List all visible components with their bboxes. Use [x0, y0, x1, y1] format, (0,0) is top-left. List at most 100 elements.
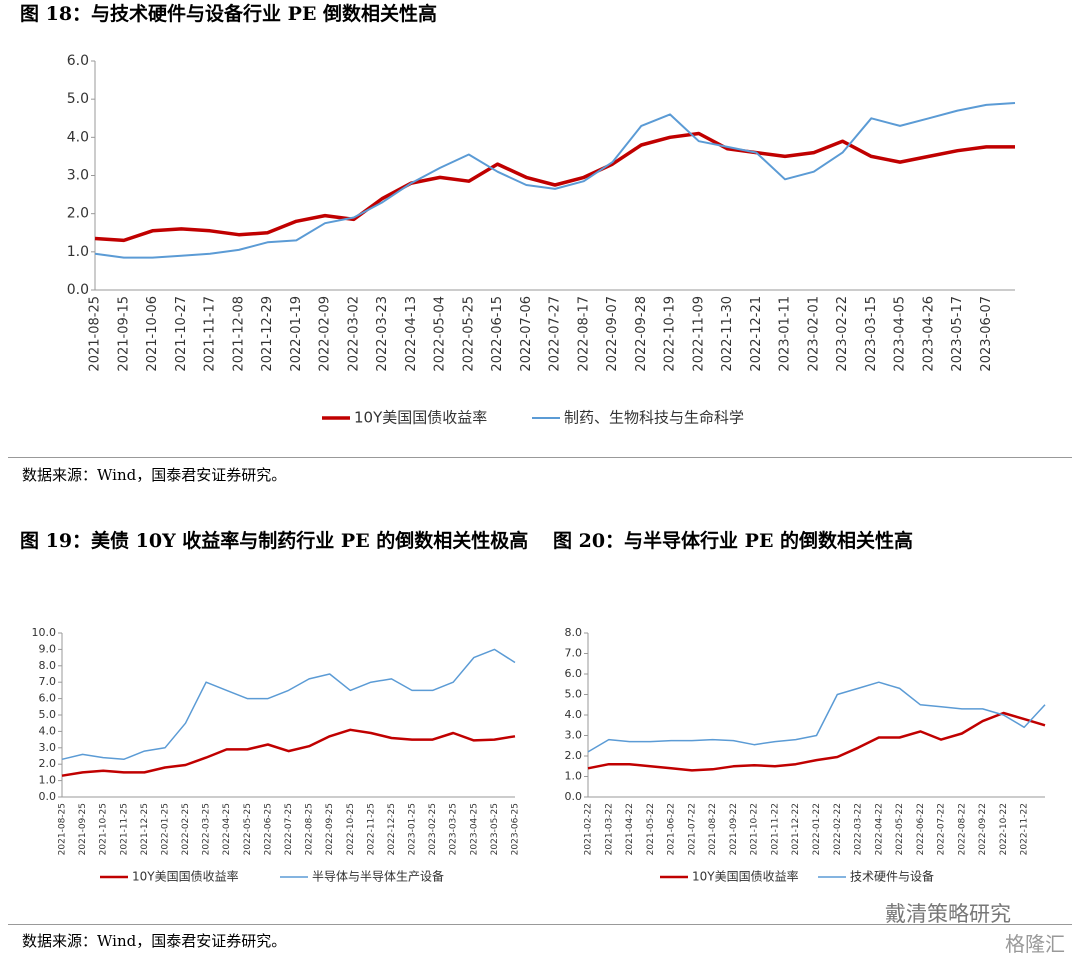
- x-tick-label: 2021-12-08: [231, 296, 246, 372]
- x-tick-label: 2022-10-22: [999, 803, 1009, 855]
- y-tick-label: 0.0: [67, 282, 89, 298]
- legend-label: 10Y美国国债收益率: [354, 409, 487, 427]
- x-tick-label: 2022-06-25: [263, 803, 273, 855]
- x-tick-label: 2022-07-06: [519, 296, 534, 372]
- x-tick-label: 2021-11-22: [770, 803, 780, 855]
- x-tick-label: 2022-06-15: [490, 296, 505, 372]
- x-tick-label: 2021-09-22: [729, 803, 739, 855]
- x-tick-label: 2022-02-22: [833, 803, 843, 855]
- x-tick-label: 2021-08-25: [58, 803, 68, 855]
- y-tick-label: 4.0: [565, 708, 583, 721]
- y-tick-label: 5.0: [39, 708, 57, 721]
- x-tick-label: 2021-10-06: [145, 296, 160, 372]
- x-tick-label: 2022-09-07: [605, 296, 620, 372]
- y-tick-label: 3.0: [39, 741, 57, 754]
- x-tick-label: 2022-03-02: [346, 296, 361, 372]
- y-tick-label: 6.0: [39, 692, 57, 705]
- x-tick-label: 2022-01-19: [289, 296, 304, 372]
- x-tick-label: 2021-08-22: [708, 803, 718, 855]
- figure-title: 图 20：与半导体行业 PE 的倒数相关性高: [553, 530, 914, 552]
- x-tick-label: 2022-01-25: [160, 803, 170, 855]
- y-tick-label: 2.0: [565, 749, 583, 762]
- legend-label: 技术硬件与设备: [850, 870, 934, 884]
- x-tick-label: 2021-08-25: [88, 296, 103, 372]
- x-tick-label: 2021-07-22: [687, 803, 697, 855]
- x-tick-label: 2022-04-22: [874, 803, 884, 855]
- y-tick-label: 3.0: [67, 168, 89, 184]
- x-tick-label: 2022-11-25: [366, 803, 376, 855]
- x-tick-label: 2021-06-22: [667, 803, 677, 855]
- y-tick-label: 0.0: [565, 790, 583, 803]
- x-tick-label: 2021-10-22: [750, 803, 760, 855]
- source: 数据来源：Wind，国泰君安证券研究。: [22, 466, 287, 484]
- y-tick-label: 8.0: [39, 659, 57, 672]
- x-tick-label: 2021-02-22: [584, 803, 594, 855]
- x-tick-label: 2021-11-25: [119, 803, 129, 855]
- x-tick-label: 2022-02-09: [318, 296, 333, 372]
- x-tick-label: 2022-09-22: [978, 803, 988, 855]
- x-tick-label: 2022-07-25: [284, 803, 294, 855]
- x-tick-label: 2023-01-25: [408, 803, 418, 855]
- x-tick-label: 2023-06-07: [979, 296, 994, 372]
- y-tick-label: 10.0: [32, 626, 57, 639]
- y-tick-label: 7.0: [39, 675, 57, 688]
- y-tick-label: 0.0: [39, 790, 57, 803]
- legend-label: 10Y美国国债收益率: [692, 869, 799, 884]
- x-tick-label: 2023-03-25: [449, 803, 459, 855]
- x-tick-label: 2022-06-22: [916, 803, 926, 855]
- x-tick-label: 2022-01-22: [812, 803, 822, 855]
- source: 数据来源：Wind，国泰君安证券研究。: [22, 932, 287, 950]
- x-tick-label: 2021-11-17: [203, 296, 218, 372]
- figure-title: 图 18：与技术硬件与设备行业 PE 倒数相关性高: [20, 3, 438, 25]
- y-tick-label: 1.0: [39, 774, 57, 787]
- y-tick-label: 4.0: [67, 129, 89, 145]
- x-tick-label: 2022-12-25: [387, 803, 397, 855]
- x-tick-label: 2022-11-22: [1020, 803, 1030, 855]
- x-tick-label: 2022-08-25: [305, 803, 315, 855]
- x-tick-label: 2021-10-25: [99, 803, 109, 855]
- y-tick-label: 2.0: [39, 757, 57, 770]
- series-line: [61, 648, 516, 761]
- watermark: 格隆汇: [1005, 932, 1065, 956]
- y-tick-label: 1.0: [565, 770, 583, 783]
- x-tick-label: 2023-02-22: [835, 296, 850, 372]
- y-tick-label: 6.0: [67, 53, 89, 69]
- legend-label: 半导体与半导体生产设备: [312, 870, 444, 884]
- y-tick-label: 1.0: [67, 244, 89, 260]
- x-tick-label: 2022-03-22: [854, 803, 864, 855]
- x-tick-label: 2021-12-29: [260, 296, 275, 372]
- figure-title: 图 19：美债 10Y 收益率与制药行业 PE 的倒数相关性极高: [20, 530, 529, 552]
- x-tick-label: 2022-05-25: [243, 803, 253, 855]
- divider: [8, 924, 1072, 925]
- series-line: [587, 711, 1046, 772]
- y-tick-label: 5.0: [565, 688, 583, 701]
- x-tick-label: 2023-01-11: [778, 296, 793, 372]
- x-tick-label: 2023-05-25: [490, 803, 500, 855]
- y-tick-label: 9.0: [39, 642, 57, 655]
- x-tick-label: 2022-12-21: [749, 296, 764, 372]
- y-tick-label: 2.0: [67, 206, 89, 222]
- y-tick-label: 5.0: [67, 91, 89, 107]
- x-tick-label: 2022-04-25: [222, 803, 232, 855]
- x-tick-label: 2023-04-05: [893, 296, 908, 372]
- x-tick-label: 2021-12-25: [140, 803, 150, 855]
- x-tick-label: 2023-04-26: [921, 296, 936, 372]
- x-tick-label: 2021-09-25: [78, 803, 88, 855]
- series-line: [587, 681, 1046, 753]
- x-tick-label: 2023-06-25: [511, 803, 521, 855]
- x-tick-label: 2022-10-25: [346, 803, 356, 855]
- x-tick-label: 2022-07-22: [937, 803, 947, 855]
- legend-label: 制药、生物科技与生命科学: [564, 409, 744, 427]
- x-tick-label: 2022-05-25: [461, 296, 476, 372]
- x-tick-label: 2022-07-27: [548, 296, 563, 372]
- x-tick-label: 2022-08-22: [957, 803, 967, 855]
- x-tick-label: 2022-10-19: [663, 296, 678, 372]
- x-tick-label: 2022-11-09: [691, 296, 706, 372]
- x-tick-label: 2022-08-17: [576, 296, 591, 372]
- watermark: 戴清策略研究: [885, 902, 1011, 926]
- series-line: [94, 102, 1016, 259]
- series-line: [94, 131, 1015, 243]
- x-tick-label: 2022-05-04: [433, 296, 448, 372]
- x-tick-label: 2022-09-25: [325, 803, 335, 855]
